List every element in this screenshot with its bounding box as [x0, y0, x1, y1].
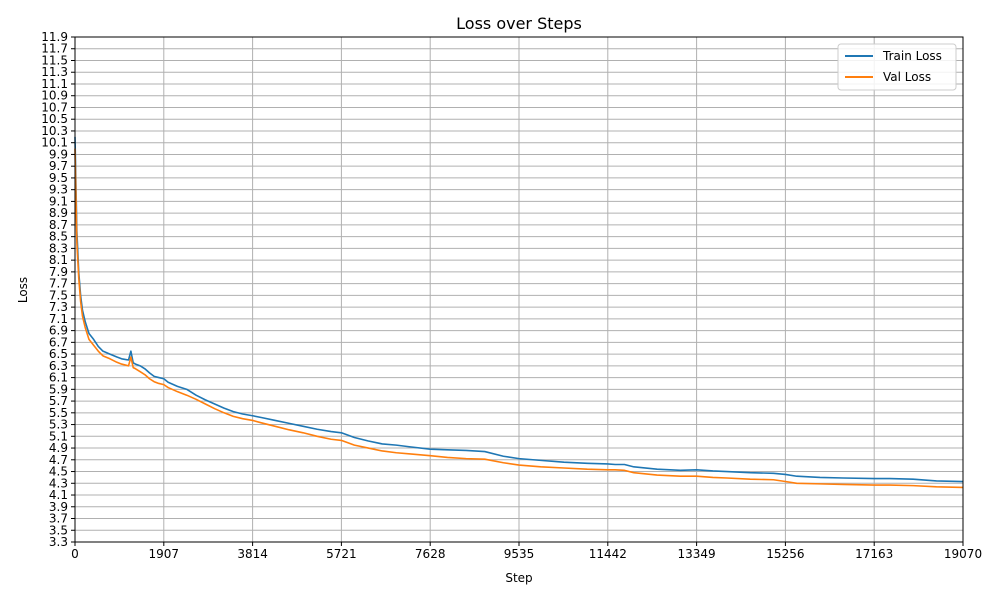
y-tick-label: 4.3	[49, 476, 68, 490]
y-tick-label: 7.9	[49, 265, 68, 279]
y-tick-label: 4.9	[49, 441, 68, 455]
x-tick-label: 1907	[149, 547, 180, 561]
y-tick-label: 3.7	[49, 512, 68, 526]
chart-title: Loss over Steps	[456, 14, 582, 33]
grid	[74, 36, 964, 543]
y-tick-label: 6.7	[49, 335, 68, 349]
y-tick-label: 6.9	[49, 324, 68, 338]
y-tick-label: 7.7	[49, 277, 68, 291]
y-tick-label: 6.1	[49, 371, 68, 385]
y-tick-label: 10.9	[41, 89, 68, 103]
y-tick-label: 3.3	[49, 535, 68, 549]
y-tick-label: 9.9	[49, 147, 68, 161]
y-tick-label: 8.7	[49, 218, 68, 232]
y-tick-label: 8.9	[49, 206, 68, 220]
y-axis-title: Loss	[16, 277, 30, 303]
x-tick-label: 5721	[326, 547, 357, 561]
y-tick-label: 4.1	[49, 488, 68, 502]
y-tick-label: 7.5	[49, 288, 68, 302]
legend-label-val: Val Loss	[883, 70, 931, 84]
y-tick-label: 9.1	[49, 194, 68, 208]
x-axis-title: Step	[505, 571, 532, 585]
legend: Train Loss Val Loss	[837, 43, 957, 91]
y-tick-label: 5.5	[49, 406, 68, 420]
x-tick-label: 17163	[855, 547, 893, 561]
val-loss-line	[74, 148, 964, 489]
legend-label-train: Train Loss	[882, 49, 942, 63]
y-tick-label: 5.9	[49, 382, 68, 396]
y-tick-label: 8.5	[49, 230, 68, 244]
x-tick-label: 13349	[678, 547, 716, 561]
y-tick-label: 10.3	[41, 124, 68, 138]
x-tick-label: 7628	[415, 547, 446, 561]
y-tick-label: 10.7	[41, 100, 68, 114]
x-tick-label: 3814	[237, 547, 268, 561]
y-tick-label: 5.3	[49, 418, 68, 432]
y-tick-label: 10.5	[41, 112, 68, 126]
x-tick-label: 0	[71, 547, 79, 561]
y-tick-label: 4.5	[49, 465, 68, 479]
x-tick-label: 11442	[589, 547, 627, 561]
y-tick-label: 4.7	[49, 453, 68, 467]
y-tick-label: 5.1	[49, 429, 68, 443]
y-tick-label: 11.3	[41, 65, 68, 79]
y-tick-label: 10.1	[41, 136, 68, 150]
y-tick-label: 6.3	[49, 359, 68, 373]
y-tick-label: 6.5	[49, 347, 68, 361]
train-loss-line	[74, 136, 964, 483]
y-tick-label: 3.5	[49, 523, 68, 537]
y-tick-label: 7.3	[49, 300, 68, 314]
y-tick-label: 11.5	[41, 53, 68, 67]
y-tick-label: 8.3	[49, 241, 68, 255]
y-tick-label: 7.1	[49, 312, 68, 326]
x-tick-label: 9535	[504, 547, 535, 561]
y-tick-label: 8.1	[49, 253, 68, 267]
y-tick-label: 5.7	[49, 394, 68, 408]
y-tick-label: 9.3	[49, 183, 68, 197]
y-tick-label: 11.1	[41, 77, 68, 91]
x-tick-label: 15256	[766, 547, 804, 561]
y-tick-label: 9.5	[49, 171, 68, 185]
x-tick-label: 19070	[944, 547, 982, 561]
plot-area	[74, 136, 964, 489]
y-tick-label: 11.7	[41, 42, 68, 56]
axes: 0 1907 3814 5721 7628 9535 11442 13349 15256 1716…	[41, 30, 982, 561]
y-tick-label: 3.9	[49, 500, 68, 514]
y-tick-label: 9.7	[49, 159, 68, 173]
y-tick-label: 11.9	[41, 30, 68, 44]
